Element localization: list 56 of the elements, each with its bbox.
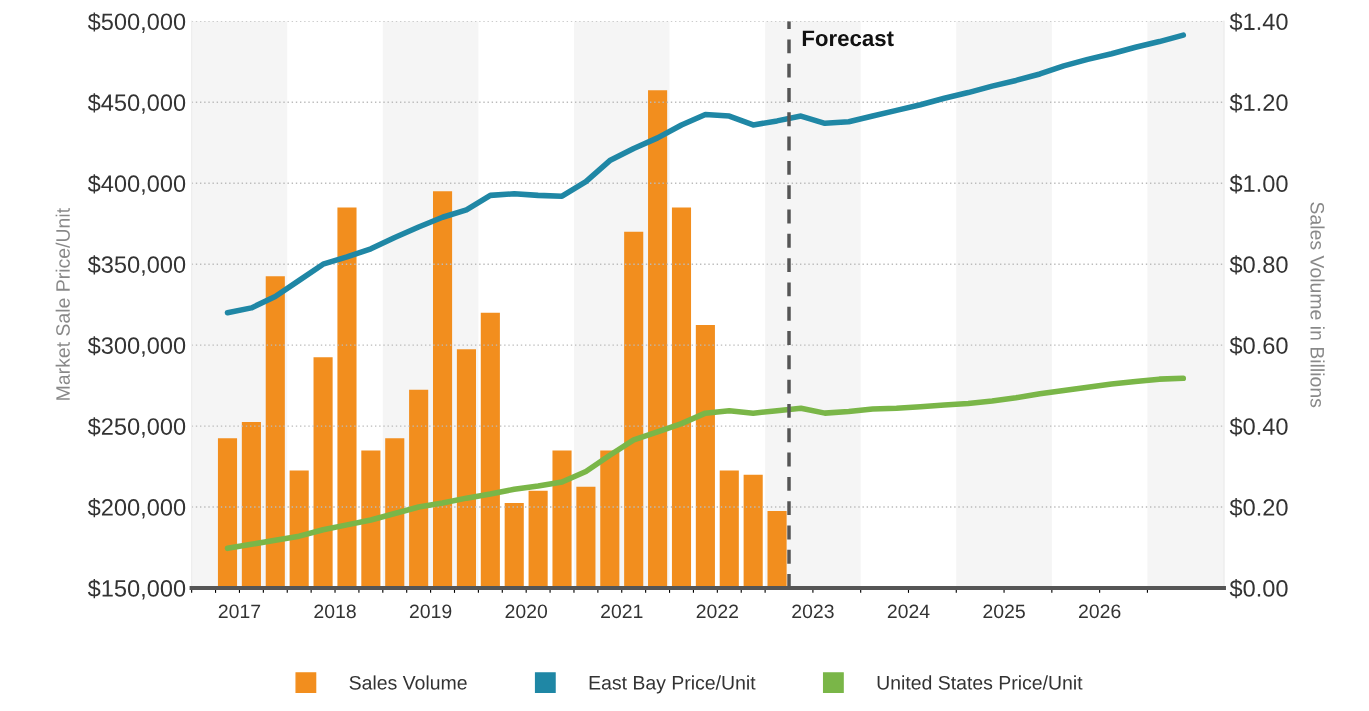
bar bbox=[385, 438, 405, 588]
ref-line-label: Forecast bbox=[802, 30, 894, 47]
bar bbox=[504, 503, 524, 588]
bar bbox=[361, 450, 381, 588]
bar bbox=[767, 511, 787, 588]
bar bbox=[409, 389, 429, 588]
x-tick-label: 2017 bbox=[218, 604, 261, 619]
bar bbox=[480, 312, 500, 588]
bar bbox=[552, 450, 572, 588]
y2-tick-label: $1.40 bbox=[1229, 12, 1288, 32]
y2-tick-label: $1.20 bbox=[1229, 93, 1288, 113]
legend-label: Sales Volume bbox=[349, 675, 467, 690]
y-tick-label: $500,000 bbox=[87, 12, 186, 33]
bar bbox=[337, 207, 357, 588]
bar bbox=[217, 438, 238, 588]
x-tick-label: 2019 bbox=[409, 604, 452, 619]
bar bbox=[432, 191, 453, 588]
bar bbox=[456, 349, 476, 588]
x-tick-label: 2025 bbox=[983, 604, 1025, 619]
y-tick-label: $200,000 bbox=[87, 498, 186, 519]
y2-tick-label: $0.80 bbox=[1229, 255, 1288, 275]
legend-label: United States Price/Unit bbox=[877, 675, 1083, 690]
x-tick-label: 2021 bbox=[601, 604, 643, 619]
bar bbox=[600, 450, 620, 588]
y2-tick-label: $1.00 bbox=[1229, 174, 1288, 194]
y2-tick-label: $0.60 bbox=[1229, 336, 1288, 356]
bar bbox=[743, 474, 763, 588]
bar bbox=[719, 470, 739, 588]
y-tick-label: $150,000 bbox=[87, 579, 186, 600]
bar bbox=[695, 324, 715, 588]
bar bbox=[624, 231, 644, 588]
y2-tick-label: $0.00 bbox=[1229, 579, 1288, 599]
x-tick-label: 2018 bbox=[314, 604, 356, 619]
x-tick-label: 2023 bbox=[792, 604, 834, 619]
bar bbox=[671, 207, 692, 588]
bar bbox=[313, 357, 333, 588]
bar bbox=[241, 422, 261, 588]
x-tick-label: 2026 bbox=[1078, 604, 1121, 619]
x-tick-label: 2022 bbox=[696, 604, 738, 619]
bar bbox=[576, 486, 596, 588]
y-tick-label: $250,000 bbox=[87, 417, 186, 438]
bar bbox=[648, 90, 668, 588]
bar bbox=[265, 276, 285, 588]
bar bbox=[528, 490, 548, 588]
y-tick-label: $400,000 bbox=[87, 174, 186, 195]
legend-label: East Bay Price/Unit bbox=[589, 675, 756, 694]
x-tick-label: 2024 bbox=[887, 604, 930, 619]
y-tick-label: $450,000 bbox=[87, 93, 186, 114]
y-tick-label: $350,000 bbox=[87, 255, 186, 276]
y2-tick-label: $0.20 bbox=[1229, 498, 1288, 518]
y2-tick-label: $0.40 bbox=[1229, 417, 1288, 437]
y-axis-title: Market Sale Price/Unit bbox=[55, 208, 70, 400]
y-tick-label: $300,000 bbox=[87, 336, 186, 357]
bar bbox=[289, 470, 309, 588]
x-tick-label: 2020 bbox=[505, 604, 548, 619]
y2-axis-title: Sales Volume in Billions bbox=[1310, 202, 1325, 408]
